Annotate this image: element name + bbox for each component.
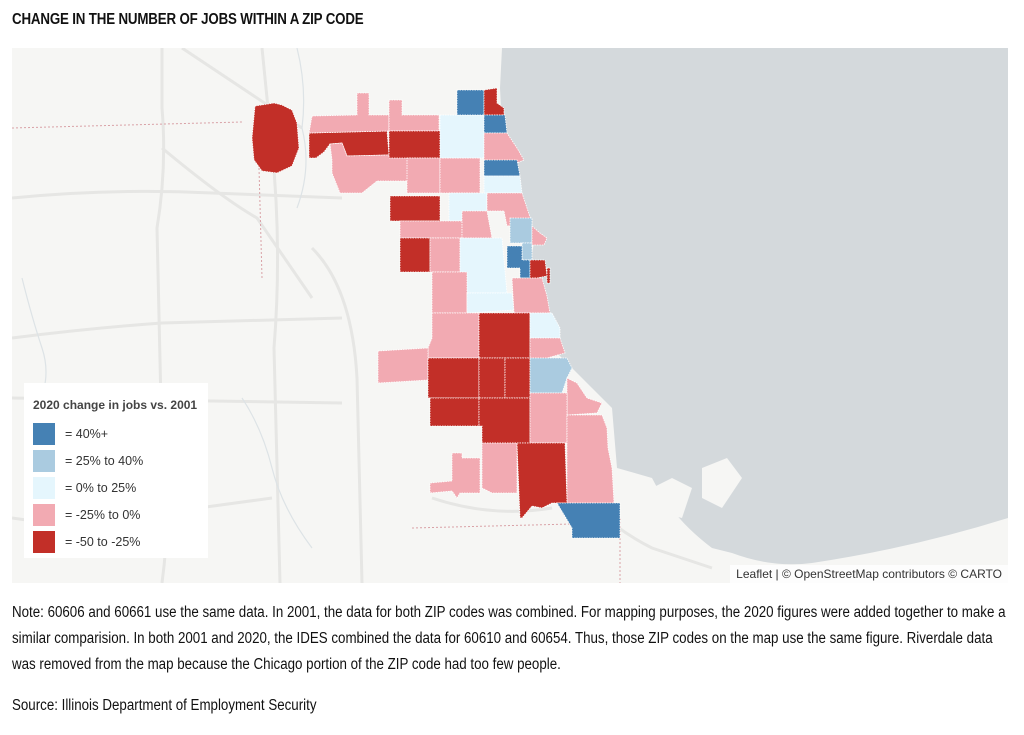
zip-blue-c[interactable] <box>483 159 521 177</box>
zip-pink-j[interactable] <box>431 271 468 314</box>
zip-ohare[interactable] <box>251 102 300 174</box>
zip-lb-e[interactable] <box>466 292 515 314</box>
zip-pink-f[interactable] <box>399 220 463 239</box>
legend-item-neg50to25: = -50 to -25% <box>33 528 199 555</box>
legend-label: = 40%+ <box>65 426 109 441</box>
zip-red-a[interactable] <box>388 130 441 159</box>
zip-blue-a[interactable] <box>456 89 485 116</box>
zip-lb-b[interactable] <box>483 175 523 194</box>
attribution-rest: contributors © CARTO <box>878 567 1002 581</box>
zip-pink-b[interactable] <box>406 157 441 194</box>
legend-label: = 25% to 40% <box>65 453 144 468</box>
legend-item-25to40: = 25% to 40% <box>33 447 199 474</box>
zip-red-e[interactable] <box>529 259 548 279</box>
zip-lb-a[interactable] <box>439 114 485 159</box>
legend: 2020 change in jobs vs. 2001 = 40%+ = 25… <box>24 383 208 558</box>
zip-lightblue-a[interactable] <box>509 217 533 244</box>
zip-pink-i[interactable] <box>531 225 548 246</box>
zip-lightblue-c[interactable] <box>529 357 573 394</box>
legend-swatch <box>33 503 55 526</box>
zip-nw-pink-top[interactable] <box>308 92 390 134</box>
zip-blue-b[interactable] <box>483 114 508 134</box>
zip-red-h[interactable] <box>478 357 506 399</box>
legend-label: = -50 to -25% <box>65 534 141 549</box>
legend-label: = 0% to 25% <box>65 480 137 495</box>
note-text: Note: 60606 and 60661 use the same data.… <box>12 604 1006 673</box>
legend-item-0to25: = 0% to 25% <box>33 474 199 501</box>
zip-pink-n[interactable] <box>529 337 566 359</box>
zip-pink-g[interactable] <box>461 210 493 239</box>
legend-item-neg25to0: = -25% to 0% <box>33 501 199 528</box>
zip-pink-c[interactable] <box>439 157 481 194</box>
legend-title: 2020 change in jobs vs. 2001 <box>33 398 198 412</box>
zip-blue-e[interactable] <box>556 502 621 539</box>
chart-title: CHANGE IN THE NUMBER OF JOBS WITHIN A ZI… <box>12 11 364 28</box>
zip-pink-m[interactable] <box>377 347 429 384</box>
attribution-separator: | © <box>772 567 795 581</box>
lake-michigan <box>500 48 1008 565</box>
zip-pink-a[interactable] <box>388 99 440 132</box>
zip-red-j[interactable] <box>429 397 480 427</box>
map[interactable]: 2020 change in jobs vs. 2001 = 40%+ = 25… <box>12 48 1008 583</box>
zip-pink-p[interactable] <box>529 392 568 444</box>
legend-swatch <box>33 422 55 445</box>
legend-item-40plus: = 40%+ <box>33 420 199 447</box>
zip-pink-s[interactable] <box>429 452 481 499</box>
zip-lightblue-b[interactable] <box>521 242 533 261</box>
zip-red-i[interactable] <box>504 357 531 399</box>
legend-swatch <box>33 449 55 472</box>
legend-swatch <box>33 476 55 499</box>
zip-regions <box>251 87 621 539</box>
map-attribution: Leaflet | © OpenStreetMap contributors ©… <box>730 565 1008 583</box>
zip-pink-k[interactable] <box>511 277 551 314</box>
zip-red-pier[interactable] <box>546 267 551 284</box>
zip-red-l[interactable] <box>516 442 568 519</box>
zip-red-g[interactable] <box>427 357 480 399</box>
zip-red-f[interactable] <box>478 312 531 359</box>
legend-label: = -25% to 0% <box>65 507 141 522</box>
base-harbor <box>652 458 742 518</box>
base-boundary <box>12 121 621 583</box>
source-text: Source: Illinois Department of Employmen… <box>12 697 317 714</box>
zip-nw-red[interactable] <box>308 130 390 159</box>
zip-red-c[interactable] <box>389 195 441 222</box>
legend-swatch <box>33 530 55 553</box>
leaflet-link[interactable]: Leaflet <box>736 567 773 581</box>
zip-pink-l[interactable] <box>427 312 480 359</box>
zip-red-k[interactable] <box>478 397 531 444</box>
zip-pink-q[interactable] <box>566 414 615 504</box>
zip-pink-r[interactable] <box>481 442 518 494</box>
osm-link[interactable]: OpenStreetMap <box>794 567 879 581</box>
zip-red-d[interactable] <box>399 237 431 273</box>
zip-pink-h[interactable] <box>429 237 461 273</box>
zip-lb-f[interactable] <box>529 312 561 339</box>
map-canvas[interactable] <box>12 48 1008 583</box>
